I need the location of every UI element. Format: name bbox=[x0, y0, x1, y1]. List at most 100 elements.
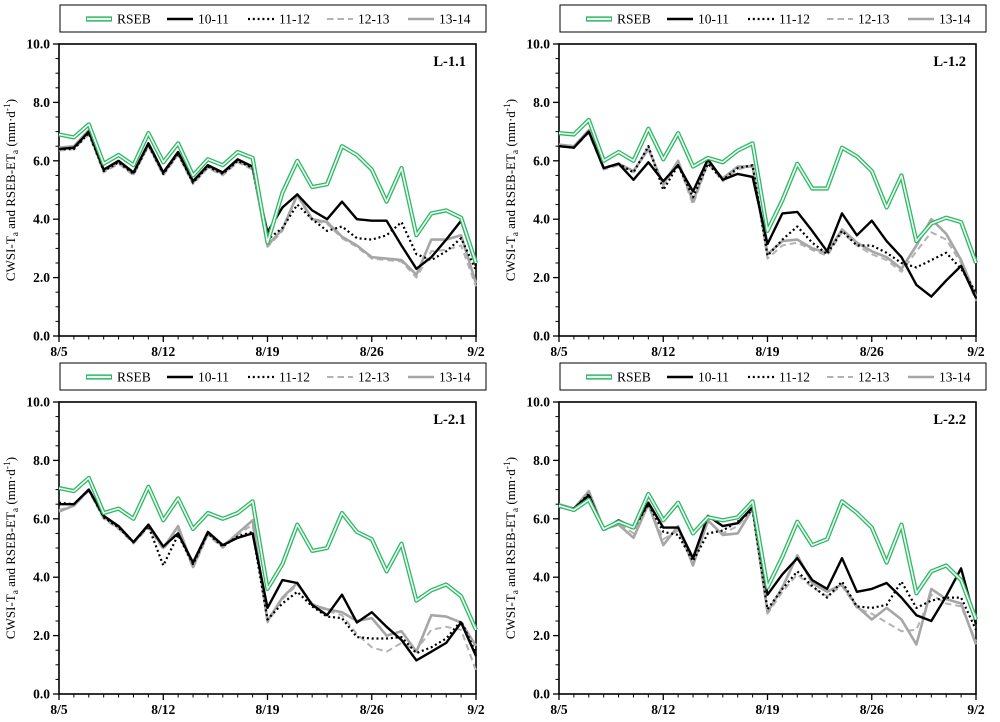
x-tick-label: 9/2 bbox=[467, 344, 485, 358]
series-line-11-12 bbox=[58, 488, 477, 655]
x-axis-L-2.2: 8/5 8/12 8/19 8/26 9/2 bbox=[550, 694, 985, 717]
legend-L-1.1: RSEB 10-11 11-12 12-13 13-14 bbox=[59, 4, 487, 33]
x-tick-label: 8/12 bbox=[651, 702, 675, 717]
y-tick-label: 0.0 bbox=[533, 329, 550, 344]
y-tick-label: 8.0 bbox=[533, 95, 550, 110]
y-tick-label: 10.0 bbox=[26, 37, 50, 52]
legend-label-RSEB: RSEB bbox=[117, 12, 151, 27]
chart-svg-L-1.2: RSEB 10-11 11-12 12-13 13-14 0.0 2.0 4.0 6.0 8.0 1… bbox=[503, 4, 987, 359]
x-tick-label: 8/5 bbox=[550, 344, 568, 358]
series-line-RSEB-core bbox=[558, 119, 977, 264]
legend-label-12-13: 12-13 bbox=[858, 370, 890, 385]
panel-L-1.1: RSEB 10-11 11-12 12-13 13-14 0.0 2.0 4.0 6.0 8.0 1… bbox=[0, 0, 500, 359]
series-group-L-1.1 bbox=[58, 122, 478, 287]
legend-label-RSEB: RSEB bbox=[617, 12, 651, 27]
x-tick-label: 8/5 bbox=[550, 702, 568, 717]
series-line-10-11 bbox=[59, 488, 478, 662]
chart-svg-L-1.1: RSEB 10-11 11-12 12-13 13-14 0.0 2.0 4.0 6.0 8.0 1… bbox=[3, 4, 487, 359]
y-tick-label: 0.0 bbox=[533, 687, 550, 702]
y-tick-label: 2.0 bbox=[533, 270, 550, 285]
series-line-10-11 bbox=[558, 130, 978, 299]
y-tick-label: 10.0 bbox=[26, 395, 50, 410]
x-tick-label: 8/26 bbox=[860, 702, 884, 717]
panel-label-L-2.1: L-2.1 bbox=[433, 412, 466, 428]
y-tick-label: 0.0 bbox=[33, 329, 50, 344]
legend-label-RSEB: RSEB bbox=[117, 370, 151, 385]
y-tick-label: 2.0 bbox=[33, 628, 50, 643]
series-line-RSEB-core bbox=[558, 493, 977, 620]
x-tick-label: 8/19 bbox=[255, 344, 279, 358]
legend-label-11-12: 11-12 bbox=[779, 370, 810, 385]
y-tick-label: 0.0 bbox=[33, 687, 50, 702]
legend-label-10-11: 10-11 bbox=[698, 370, 729, 385]
y-tick-label: 4.0 bbox=[533, 570, 550, 585]
plot-border bbox=[558, 401, 977, 695]
legend-label-11-12: 11-12 bbox=[279, 370, 310, 385]
y-tick-label: 6.0 bbox=[533, 511, 550, 526]
series-line-RSEB-core bbox=[58, 123, 477, 264]
series-line-11-12 bbox=[558, 130, 977, 293]
x-tick-label: 9/2 bbox=[467, 702, 485, 717]
plot-border bbox=[58, 401, 477, 695]
y-axis-L-1.2: 0.0 2.0 4.0 6.0 8.0 10.0 bbox=[526, 37, 559, 344]
legend-label-13-14: 13-14 bbox=[439, 12, 471, 27]
y-tick-label: 4.0 bbox=[33, 212, 50, 227]
y-tick-label: 8.0 bbox=[533, 453, 550, 468]
x-axis-L-1.2: 8/5 8/12 8/19 8/26 9/2 bbox=[550, 336, 985, 359]
x-tick-label: 8/12 bbox=[651, 344, 675, 358]
plot-border bbox=[58, 43, 477, 337]
y-axis-L-1.1: 0.0 2.0 4.0 6.0 8.0 10.0 bbox=[26, 37, 59, 344]
legend-label-13-14: 13-14 bbox=[939, 12, 971, 27]
x-axis-L-1.1: 8/5 8/12 8/19 8/26 9/2 bbox=[50, 336, 485, 359]
panel-L-2.2: RSEB 10-11 11-12 12-13 13-14 0.0 2.0 4.0 6.0 8.0 1… bbox=[500, 358, 1000, 717]
series-line-13-14 bbox=[558, 489, 978, 646]
panel-label-L-1.1: L-1.1 bbox=[433, 54, 466, 70]
chart-svg-L-2.1: RSEB 10-11 11-12 12-13 13-14 0.0 2.0 4.0 6.0 8.0 1… bbox=[3, 362, 487, 717]
legend-label-12-13: 12-13 bbox=[858, 12, 890, 27]
y-axis-L-2.1: 0.0 2.0 4.0 6.0 8.0 10.0 bbox=[26, 395, 59, 702]
x-tick-label: 8/5 bbox=[50, 344, 68, 358]
series-line-13-14 bbox=[58, 488, 478, 654]
y-tick-label: 10.0 bbox=[526, 395, 550, 410]
legend-label-13-14: 13-14 bbox=[939, 370, 971, 385]
x-tick-label: 8/19 bbox=[755, 344, 779, 358]
y-tick-label: 8.0 bbox=[33, 453, 50, 468]
legend-label-10-11: 10-11 bbox=[698, 12, 729, 27]
series-line-13-14 bbox=[58, 128, 478, 284]
series-line-11-12 bbox=[59, 132, 477, 271]
series-line-RSEB bbox=[558, 491, 978, 621]
x-tick-label: 9/2 bbox=[967, 702, 985, 717]
y-axis-title: CWSI-Ta​ and RSEB-ETa​ (mm·d-1​) bbox=[3, 457, 21, 639]
y-tick-label: 6.0 bbox=[33, 153, 50, 168]
legend-label-13-14: 13-14 bbox=[439, 370, 471, 385]
plot-border bbox=[558, 43, 977, 337]
y-tick-label: 2.0 bbox=[33, 270, 50, 285]
x-tick-label: 8/26 bbox=[360, 702, 384, 717]
series-group-L-2.2 bbox=[558, 489, 978, 646]
series-group-L-2.1 bbox=[58, 475, 478, 671]
legend-label-RSEB: RSEB bbox=[617, 370, 651, 385]
series-line-12-13 bbox=[558, 132, 977, 302]
y-axis-L-2.2: 0.0 2.0 4.0 6.0 8.0 10.0 bbox=[526, 395, 559, 702]
x-tick-label: 8/5 bbox=[50, 702, 68, 717]
x-tick-label: 9/2 bbox=[967, 344, 985, 358]
legend-L-2.2: RSEB 10-11 11-12 12-13 13-14 bbox=[559, 362, 987, 391]
y-tick-label: 8.0 bbox=[33, 95, 50, 110]
y-tick-label: 6.0 bbox=[33, 511, 50, 526]
panel-label-L-1.2: L-1.2 bbox=[933, 54, 966, 70]
panel-L-1.2: RSEB 10-11 11-12 12-13 13-14 0.0 2.0 4.0 6.0 8.0 1… bbox=[500, 0, 1000, 359]
y-axis-title: CWSI-Ta​ and RSEB-ETa​ (mm·d-1​) bbox=[503, 457, 521, 639]
chart-svg-L-2.2: RSEB 10-11 11-12 12-13 13-14 0.0 2.0 4.0 6.0 8.0 1… bbox=[503, 362, 987, 717]
legend-L-1.2: RSEB 10-11 11-12 12-13 13-14 bbox=[559, 4, 987, 33]
x-tick-label: 8/26 bbox=[860, 344, 884, 358]
y-tick-label: 6.0 bbox=[533, 153, 550, 168]
legend-label-10-11: 10-11 bbox=[198, 12, 229, 27]
series-line-RSEB-core bbox=[58, 477, 477, 631]
x-axis-L-2.1: 8/5 8/12 8/19 8/26 9/2 bbox=[50, 694, 485, 717]
legend-label-11-12: 11-12 bbox=[779, 12, 810, 27]
series-line-10-11 bbox=[58, 130, 478, 270]
x-tick-label: 8/19 bbox=[755, 702, 779, 717]
legend-label-10-11: 10-11 bbox=[198, 370, 229, 385]
y-tick-label: 4.0 bbox=[33, 570, 50, 585]
